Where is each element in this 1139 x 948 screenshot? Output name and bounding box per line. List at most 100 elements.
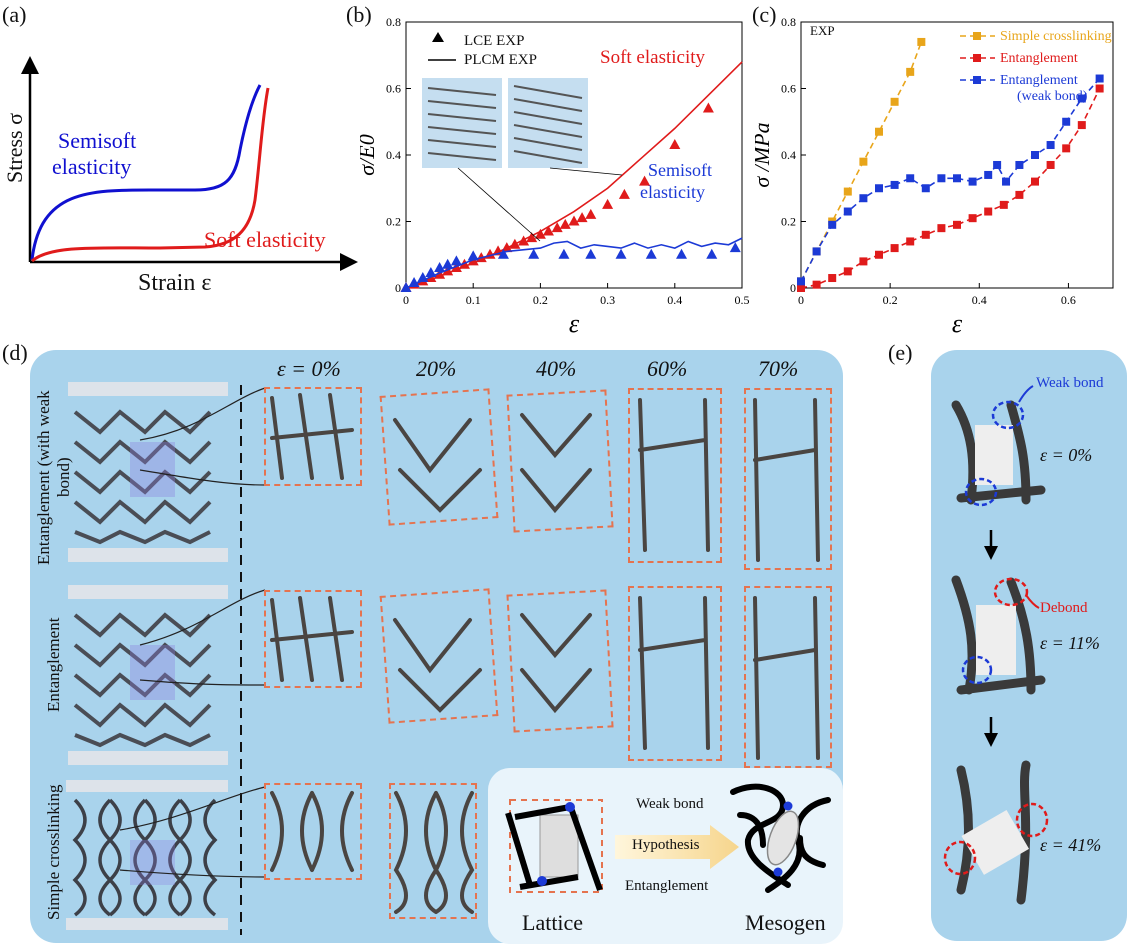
y-tick-label: 0.6 — [386, 82, 401, 96]
y-tick-label: 0.4 — [781, 148, 796, 162]
hyp-weak-bond: Weak bond — [636, 796, 704, 812]
soft-elasticity-label: Soft elasticity — [204, 227, 326, 252]
data-point-triangle — [551, 222, 563, 233]
semisoft-curve — [30, 84, 262, 261]
data-point-square — [993, 160, 1002, 169]
data-point-square — [1077, 94, 1086, 103]
data-point-square — [890, 97, 899, 106]
series-line — [405, 237, 743, 289]
data-point-triangle — [576, 212, 588, 223]
x-tick-label: 0.1 — [466, 293, 481, 307]
cell-weak-0 — [264, 387, 362, 486]
data-point-triangle — [501, 242, 513, 253]
data-point-square — [875, 184, 883, 193]
strain-header-0: ε = 0% — [277, 356, 341, 381]
y-tick-label: 0.2 — [781, 215, 796, 229]
legend-label: Simple crosslinking — [1000, 29, 1112, 44]
data-point-triangle — [542, 225, 554, 236]
strain-header-20: 20% — [416, 356, 457, 381]
data-point-square — [968, 177, 977, 186]
y-tick-label: 0.6 — [781, 82, 796, 96]
inset-connector — [549, 167, 623, 176]
data-point-triangle — [497, 248, 509, 259]
data-point-square — [890, 244, 899, 253]
panel-e-label: (e) — [888, 340, 913, 365]
data-point-triangle — [639, 175, 651, 186]
inset-strut — [513, 98, 583, 112]
data-point-triangle — [602, 198, 614, 209]
panel-c-label: (c) — [752, 2, 777, 27]
legend-label: Entanglement — [1000, 51, 1078, 66]
x-tick-label: 0 — [403, 293, 409, 307]
legend-label: (weak bond) — [1017, 89, 1088, 104]
hypothesis-mesogen-image — [730, 783, 831, 893]
x-tick-label: 0.4 — [972, 293, 987, 307]
panel-a-schematic — [21, 56, 358, 271]
data-point-square — [906, 67, 915, 76]
inset-strut — [427, 152, 497, 161]
data-point-triangle — [526, 232, 538, 243]
y-axis-label: σ/E0 — [360, 134, 379, 175]
weak-bond-label: Weak bond — [1036, 375, 1104, 391]
lattice-entanglement-image — [68, 585, 228, 765]
arrow-down-icon-2 — [984, 733, 998, 747]
panel-a-xlabel: Strain ε — [138, 270, 212, 296]
soft-elasticity-b-label: Soft elasticity — [600, 47, 706, 68]
cell-simple-20 — [389, 783, 477, 919]
legend-square-icon — [973, 54, 981, 62]
x-tick-label: 0.4 — [667, 293, 682, 307]
semisoft-label-1: Semisoft — [58, 128, 137, 153]
x-tick-label: 0.6 — [1061, 293, 1076, 307]
x-axis-label: ε — [569, 309, 580, 338]
data-point-triangle — [585, 208, 597, 219]
data-point-square — [843, 267, 852, 276]
data-point-square — [968, 214, 977, 223]
legend-label: Entanglement — [1000, 73, 1078, 88]
data-point-square — [999, 200, 1008, 209]
y-axis-label: σ /MPa — [755, 122, 774, 187]
data-point-square — [1031, 177, 1039, 186]
x-tick-label: 0 — [798, 293, 804, 307]
inset-strut — [427, 139, 497, 148]
inset-strut — [427, 126, 497, 135]
data-point-square — [984, 170, 993, 179]
panel-b-chart: 0 0.1 0.2 0.3 0.4 0.5 0 0.2 0.4 0.6 0.8 ε σ/E0 — [360, 15, 750, 338]
data-point-triangle — [518, 235, 530, 246]
hyp-entanglement: Entanglement — [625, 878, 709, 894]
data-point-square — [921, 184, 930, 193]
data-point-square — [917, 37, 926, 46]
data-point-triangle — [467, 250, 479, 261]
y-tick-label: 0.2 — [386, 215, 401, 229]
cell-weak-60 — [628, 388, 722, 563]
semisoft-b-label-1: Semisoft — [648, 160, 713, 180]
data-point-square — [859, 157, 868, 166]
data-point-triangle — [559, 218, 571, 229]
panel-b-label: (b) — [346, 2, 372, 27]
inset-strut — [427, 100, 497, 109]
legend-square-icon — [973, 76, 981, 84]
inset-strut — [427, 87, 497, 96]
strain-e-41: ε = 41% — [1040, 835, 1102, 855]
data-point-square — [1046, 160, 1055, 169]
data-point-square — [843, 207, 852, 216]
data-point-square — [812, 247, 821, 256]
data-point-square — [859, 194, 868, 203]
data-point-square — [843, 187, 852, 196]
semisoft-b-label-2: elasticity — [640, 182, 705, 202]
data-point-square — [906, 174, 915, 183]
inset-strut — [513, 111, 583, 125]
data-point-square — [1077, 121, 1086, 130]
data-point-triangle — [425, 267, 437, 278]
data-point-square — [984, 207, 993, 216]
soft-curve — [31, 87, 270, 263]
data-point-square — [953, 220, 961, 229]
y-tick-label: 0 — [790, 281, 796, 295]
data-point-triangle — [585, 248, 597, 259]
data-point-triangle — [534, 228, 546, 239]
data-point-square — [953, 174, 961, 183]
arrow-down-icon — [984, 546, 998, 560]
data-point-triangle — [729, 242, 741, 253]
cell-ent-0 — [264, 590, 362, 688]
data-point-triangle — [400, 282, 412, 292]
semisoft-label-2: elasticity — [52, 154, 132, 179]
